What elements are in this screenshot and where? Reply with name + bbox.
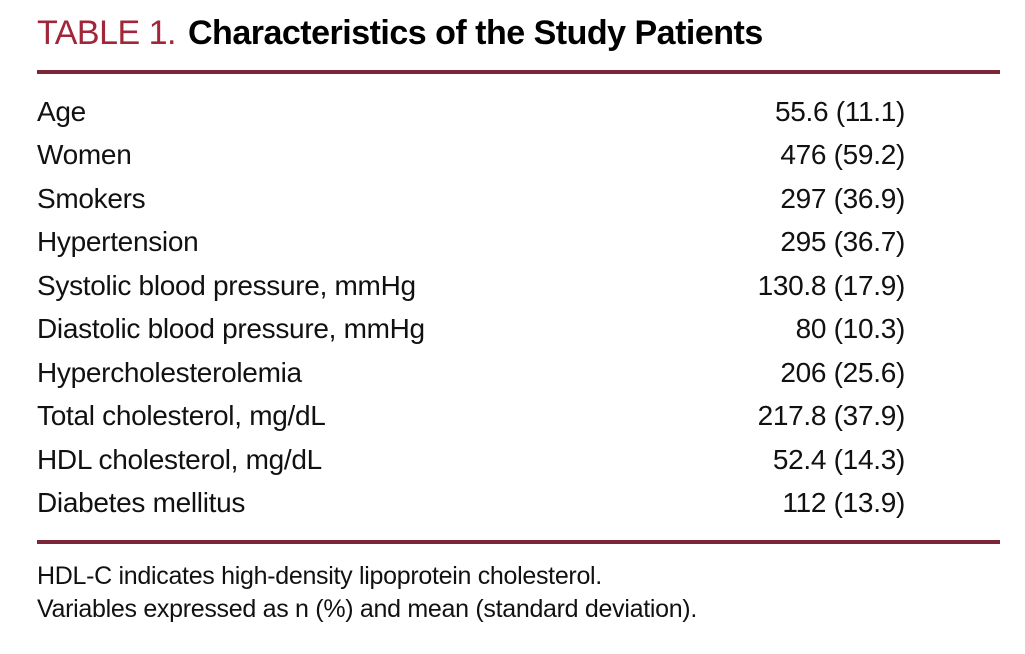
- footnote-line: HDL-C indicates high-density lipoprotein…: [37, 562, 602, 590]
- table-footnotes: HDL-C indicates high-density lipoprotein…: [37, 560, 1000, 626]
- top-rule: [37, 70, 1000, 74]
- row-value: 112 (13.9): [782, 487, 905, 519]
- row-label: Diabetes mellitus: [37, 487, 246, 519]
- row-value: 476 (59.2): [780, 139, 905, 171]
- row-label: Smokers: [37, 182, 146, 214]
- table-row: Total cholesterol, mg/dL 217.8 (37.9): [37, 395, 1000, 439]
- table-row: Hypercholesterolemia 206 (25.6): [37, 351, 1000, 395]
- table-row: Women 476 (59.2): [37, 134, 1000, 178]
- row-value: 295 (36.7): [780, 226, 905, 258]
- table-row: Systolic blood pressure, mmHg 130.8 (17.…: [37, 264, 1000, 308]
- table-row: Smokers 297 (36.9): [37, 177, 1000, 221]
- row-value: 130.8 (17.9): [757, 269, 906, 301]
- row-label: Systolic blood pressure, mmHg: [37, 269, 416, 301]
- table-row: Diastolic blood pressure, mmHg 80 (10.3): [37, 308, 1000, 352]
- footnote-line: Variables expressed as n (%) and mean (s…: [37, 595, 697, 623]
- row-label: Hypercholesterolemia: [37, 356, 302, 388]
- row-value: 52.4 (14.3): [772, 443, 905, 475]
- table-row: Age 55.6 (11.1): [37, 90, 1000, 134]
- row-value: 297 (36.9): [780, 182, 905, 214]
- row-label: Total cholesterol, mg/dL: [37, 400, 326, 432]
- row-value: 217.8 (37.9): [757, 400, 906, 432]
- row-value: 80 (10.3): [795, 313, 906, 345]
- row-label: Hypertension: [37, 226, 199, 258]
- table-row: HDL cholesterol, mg/dL 52.4 (14.3): [37, 438, 1000, 482]
- row-value: 206 (25.6): [780, 356, 905, 388]
- row-value: 55.6 (11.1): [774, 95, 905, 127]
- row-label: Age: [37, 95, 86, 127]
- row-label: Diastolic blood pressure, mmHg: [37, 313, 425, 345]
- table-body: Age 55.6 (11.1) Women 476 (59.2) Smokers…: [37, 74, 1000, 525]
- table-heading: Characteristics of the Study Patients: [188, 14, 763, 52]
- row-label: Women: [37, 139, 132, 171]
- table-title: TABLE 1. Characteristics of the Study Pat…: [37, 12, 1000, 54]
- table-row: Hypertension 295 (36.7): [37, 221, 1000, 265]
- bottom-rule: [37, 540, 1000, 544]
- table-number-label: TABLE 1.: [37, 14, 177, 52]
- row-label: HDL cholesterol, mg/dL: [37, 443, 322, 475]
- table-row: Diabetes mellitus 112 (13.9): [37, 482, 1000, 526]
